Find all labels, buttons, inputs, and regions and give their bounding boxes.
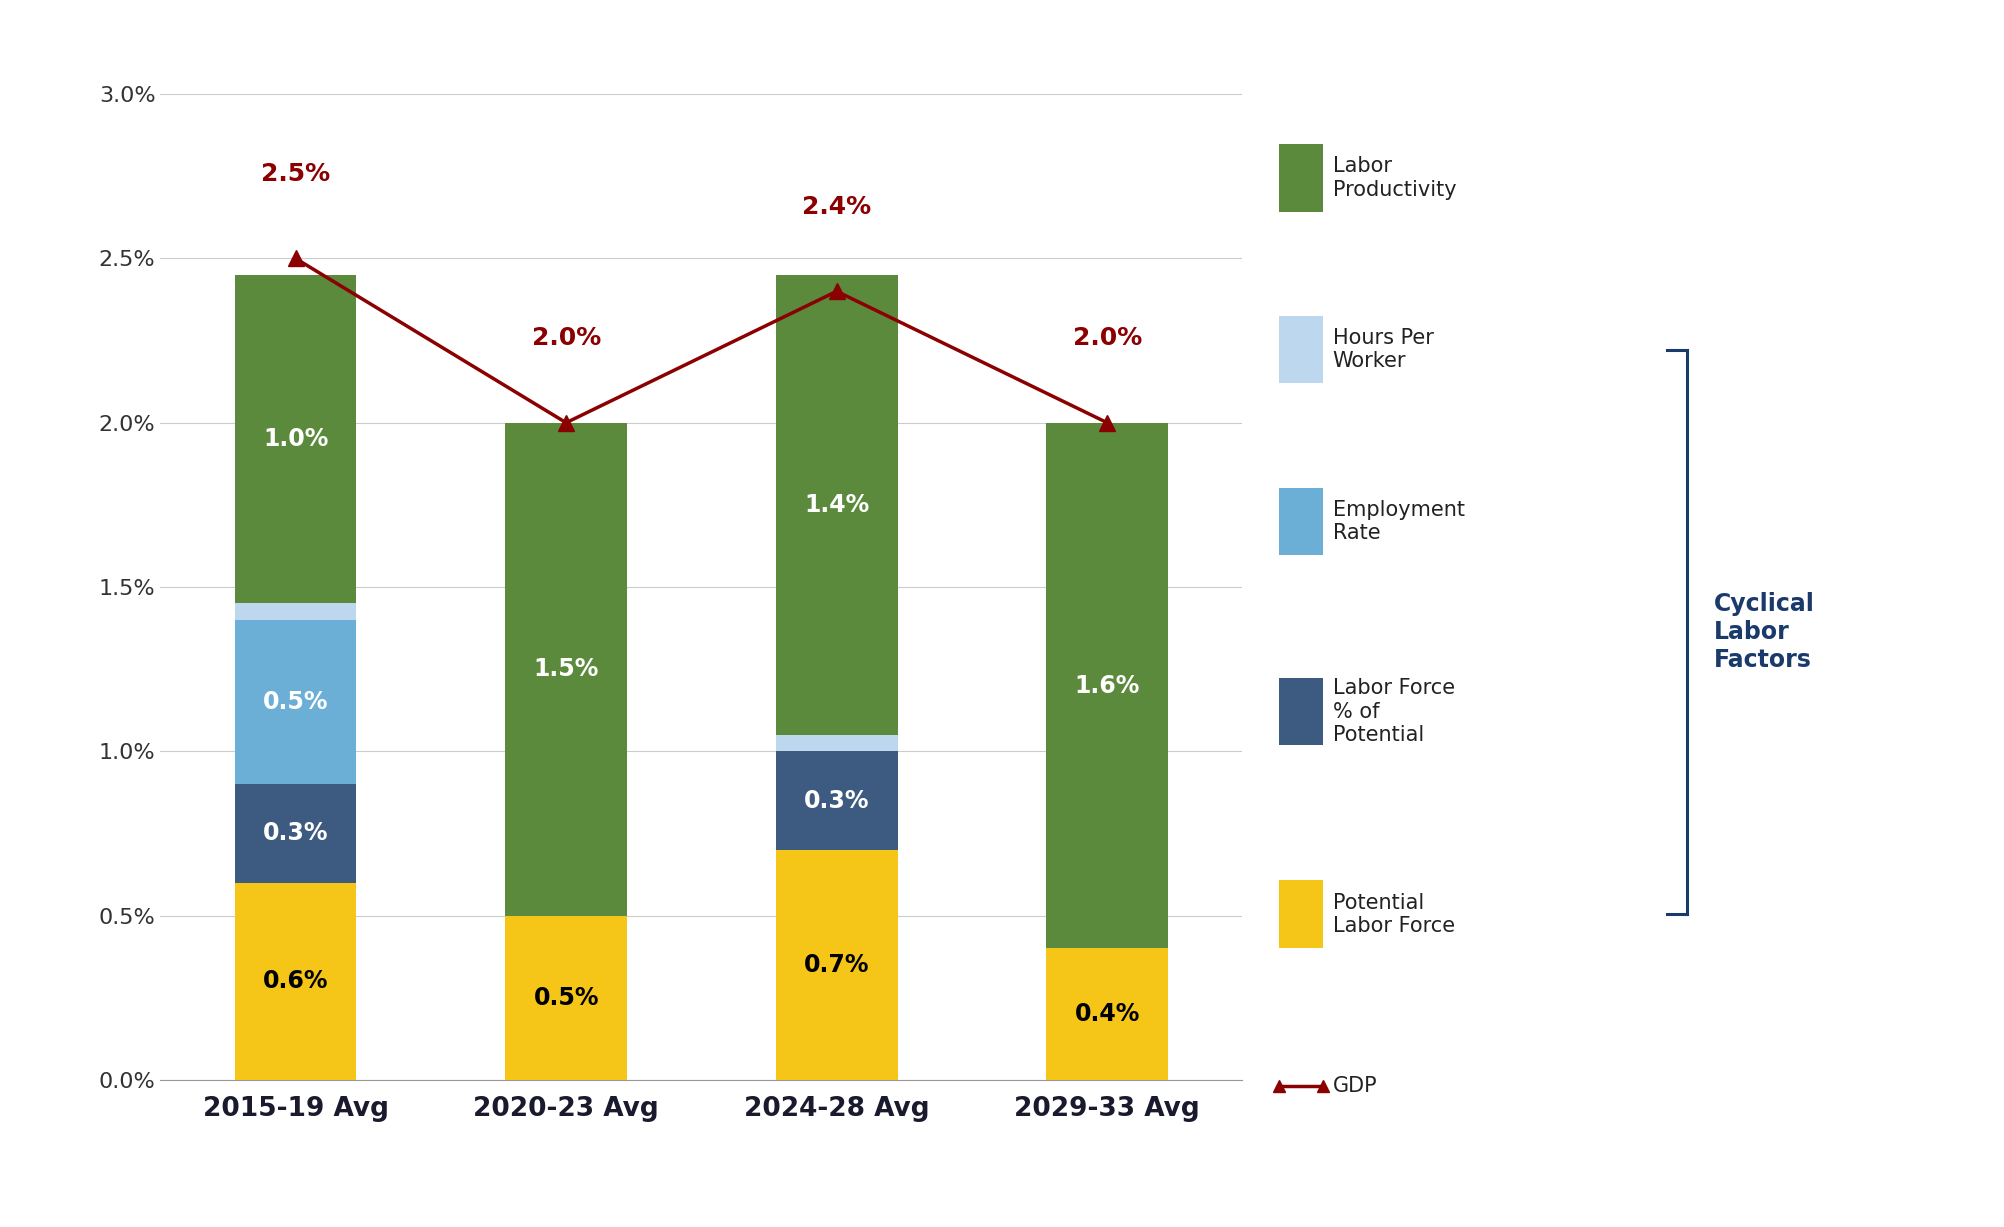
Text: 2.0%: 2.0% [531, 326, 601, 351]
Text: GDP: GDP [1333, 1076, 1377, 1096]
Bar [234, 784, 357, 882]
Text: 0.6%: 0.6% [263, 969, 329, 993]
Text: 1.4%: 1.4% [804, 493, 870, 517]
Bar [234, 604, 357, 620]
Text: 0.4%: 0.4% [1074, 1002, 1140, 1026]
Bar [776, 850, 898, 1080]
Bar [776, 735, 898, 751]
Bar [1046, 423, 1168, 948]
Text: Employment
Rate: Employment Rate [1333, 499, 1465, 544]
Text: 0.5%: 0.5% [263, 690, 329, 714]
Bar [776, 275, 898, 735]
Bar [776, 751, 898, 850]
Text: 0.3%: 0.3% [804, 789, 870, 812]
Text: Labor Force
% of
Potential: Labor Force % of Potential [1333, 679, 1455, 745]
Text: 1.5%: 1.5% [533, 658, 599, 681]
Bar [1046, 948, 1168, 1080]
Text: Cyclical
Labor
Factors: Cyclical Labor Factors [1713, 593, 1814, 671]
Text: Labor
Productivity: Labor Productivity [1333, 156, 1457, 200]
Text: 2.5%: 2.5% [261, 162, 331, 187]
Text: Potential
Labor Force: Potential Labor Force [1333, 892, 1455, 936]
Bar [234, 275, 357, 604]
Text: Hours Per
Worker: Hours Per Worker [1333, 328, 1433, 372]
Text: 2.4%: 2.4% [802, 195, 872, 220]
Bar [505, 915, 627, 1080]
Text: 1.0%: 1.0% [263, 427, 329, 452]
Text: 1.6%: 1.6% [1074, 674, 1140, 697]
Text: 0.3%: 0.3% [263, 821, 329, 845]
Bar [234, 882, 357, 1080]
Text: 0.7%: 0.7% [804, 953, 870, 977]
Text: 0.5%: 0.5% [533, 985, 599, 1010]
Bar [234, 620, 357, 784]
Bar [505, 423, 627, 915]
Text: 2.0%: 2.0% [1072, 326, 1142, 351]
